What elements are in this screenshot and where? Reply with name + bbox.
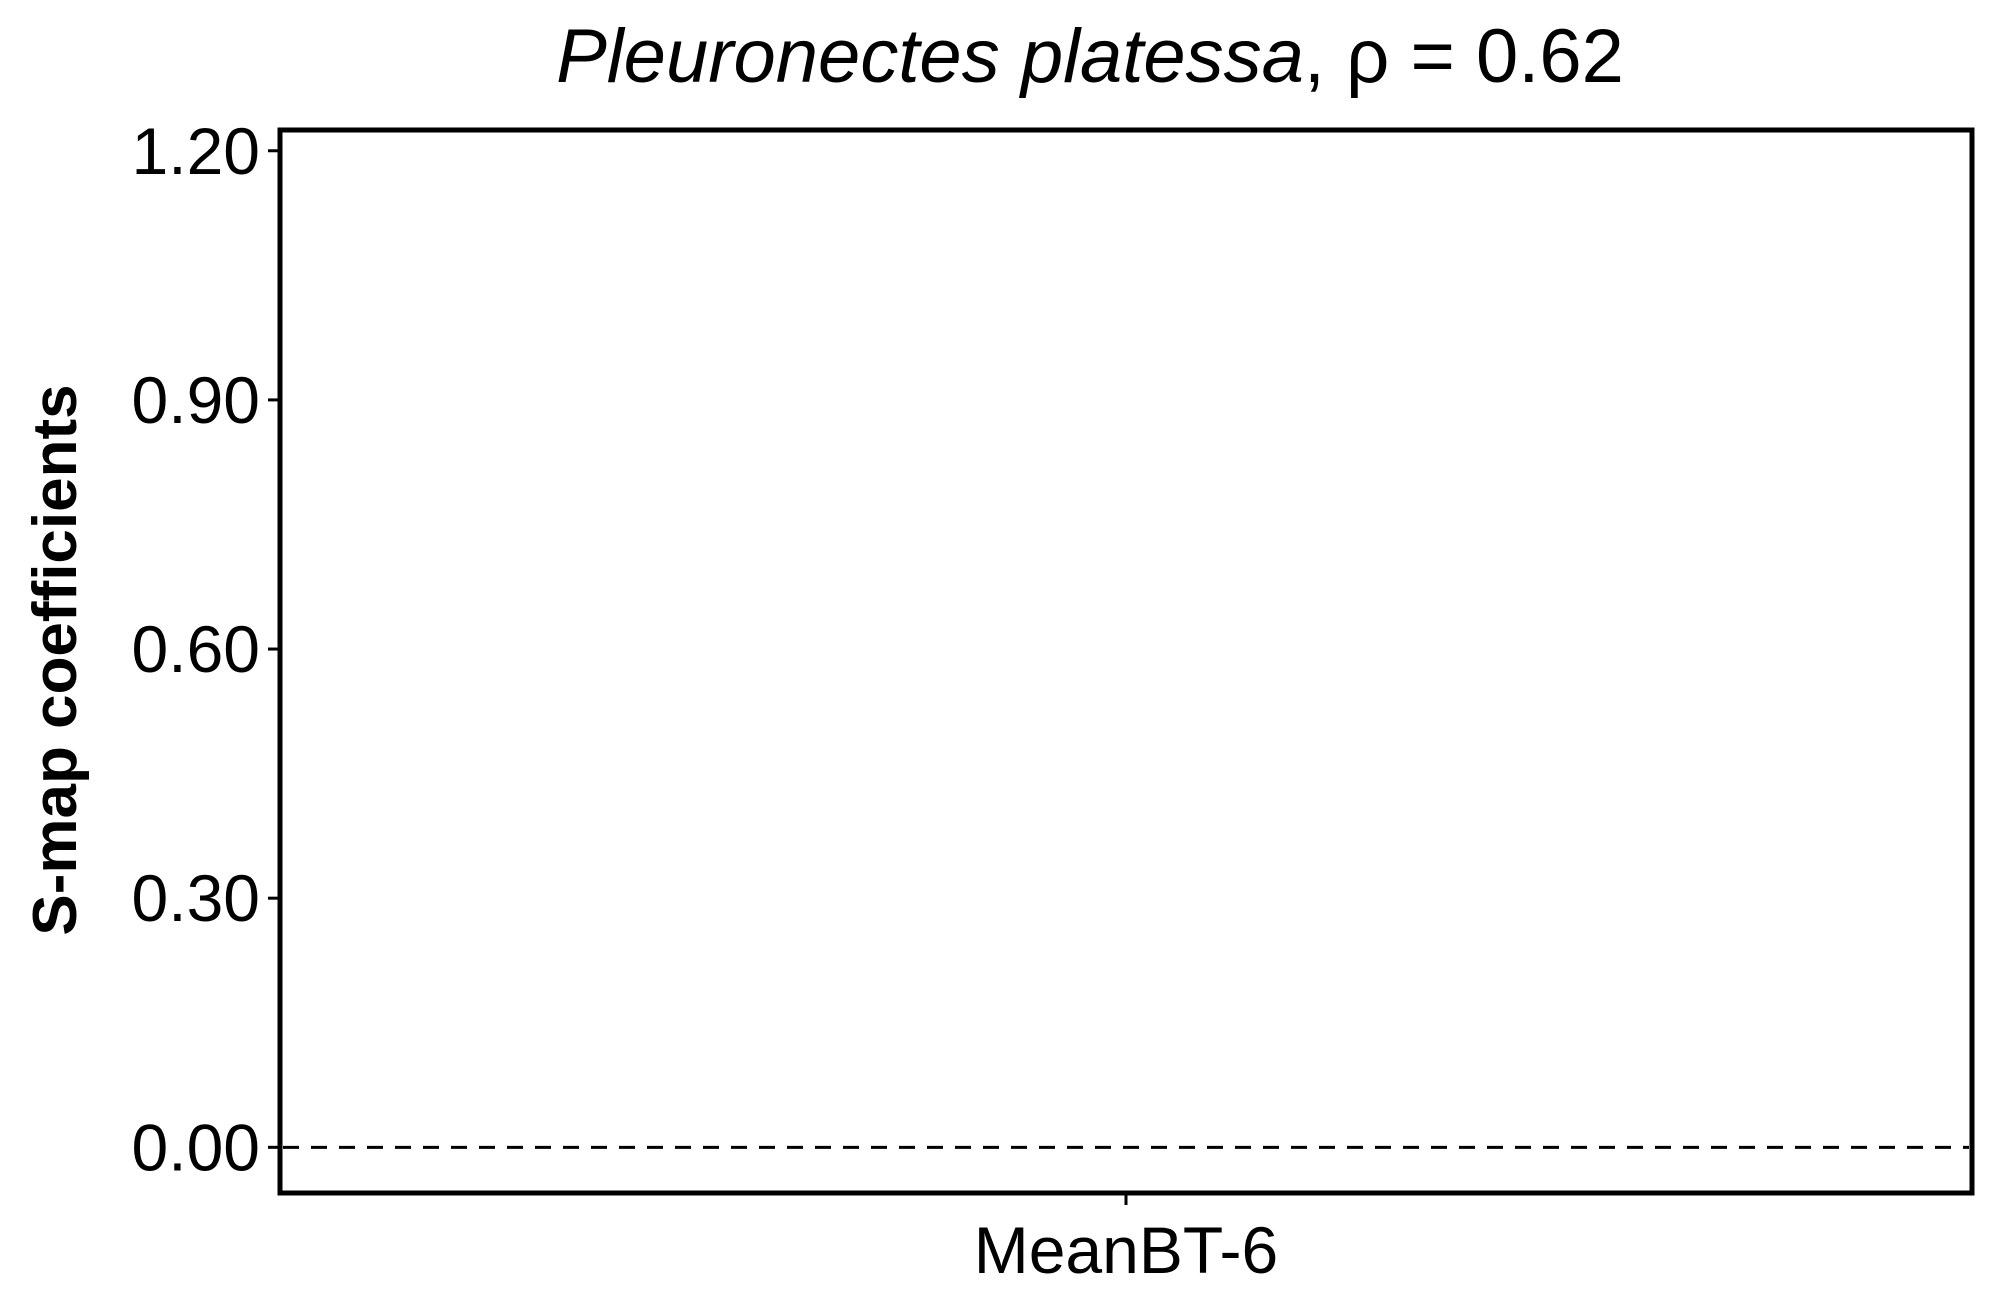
chart-title: Pleuronectes platessa, ρ = 0.62	[556, 14, 1624, 99]
y-tick-label: 0.60	[132, 612, 260, 686]
title-stat: , ρ = 0.62	[1304, 14, 1624, 99]
title-species: Pleuronectes platessa	[556, 14, 1304, 99]
y-axis-label: S-map coefficients	[21, 384, 90, 935]
y-tick-label: 0.00	[132, 1110, 260, 1184]
plot-area: 0.00 0.30 0.60 0.90 1.20 MeanBT-6	[132, 114, 1975, 1287]
y-tick-label: 0.90	[132, 363, 260, 437]
panel-border	[277, 127, 1975, 1196]
x-tick-label: MeanBT-6	[974, 1213, 1278, 1287]
y-tick-label: 1.20	[132, 114, 260, 188]
y-tick-label: 0.30	[132, 861, 260, 935]
